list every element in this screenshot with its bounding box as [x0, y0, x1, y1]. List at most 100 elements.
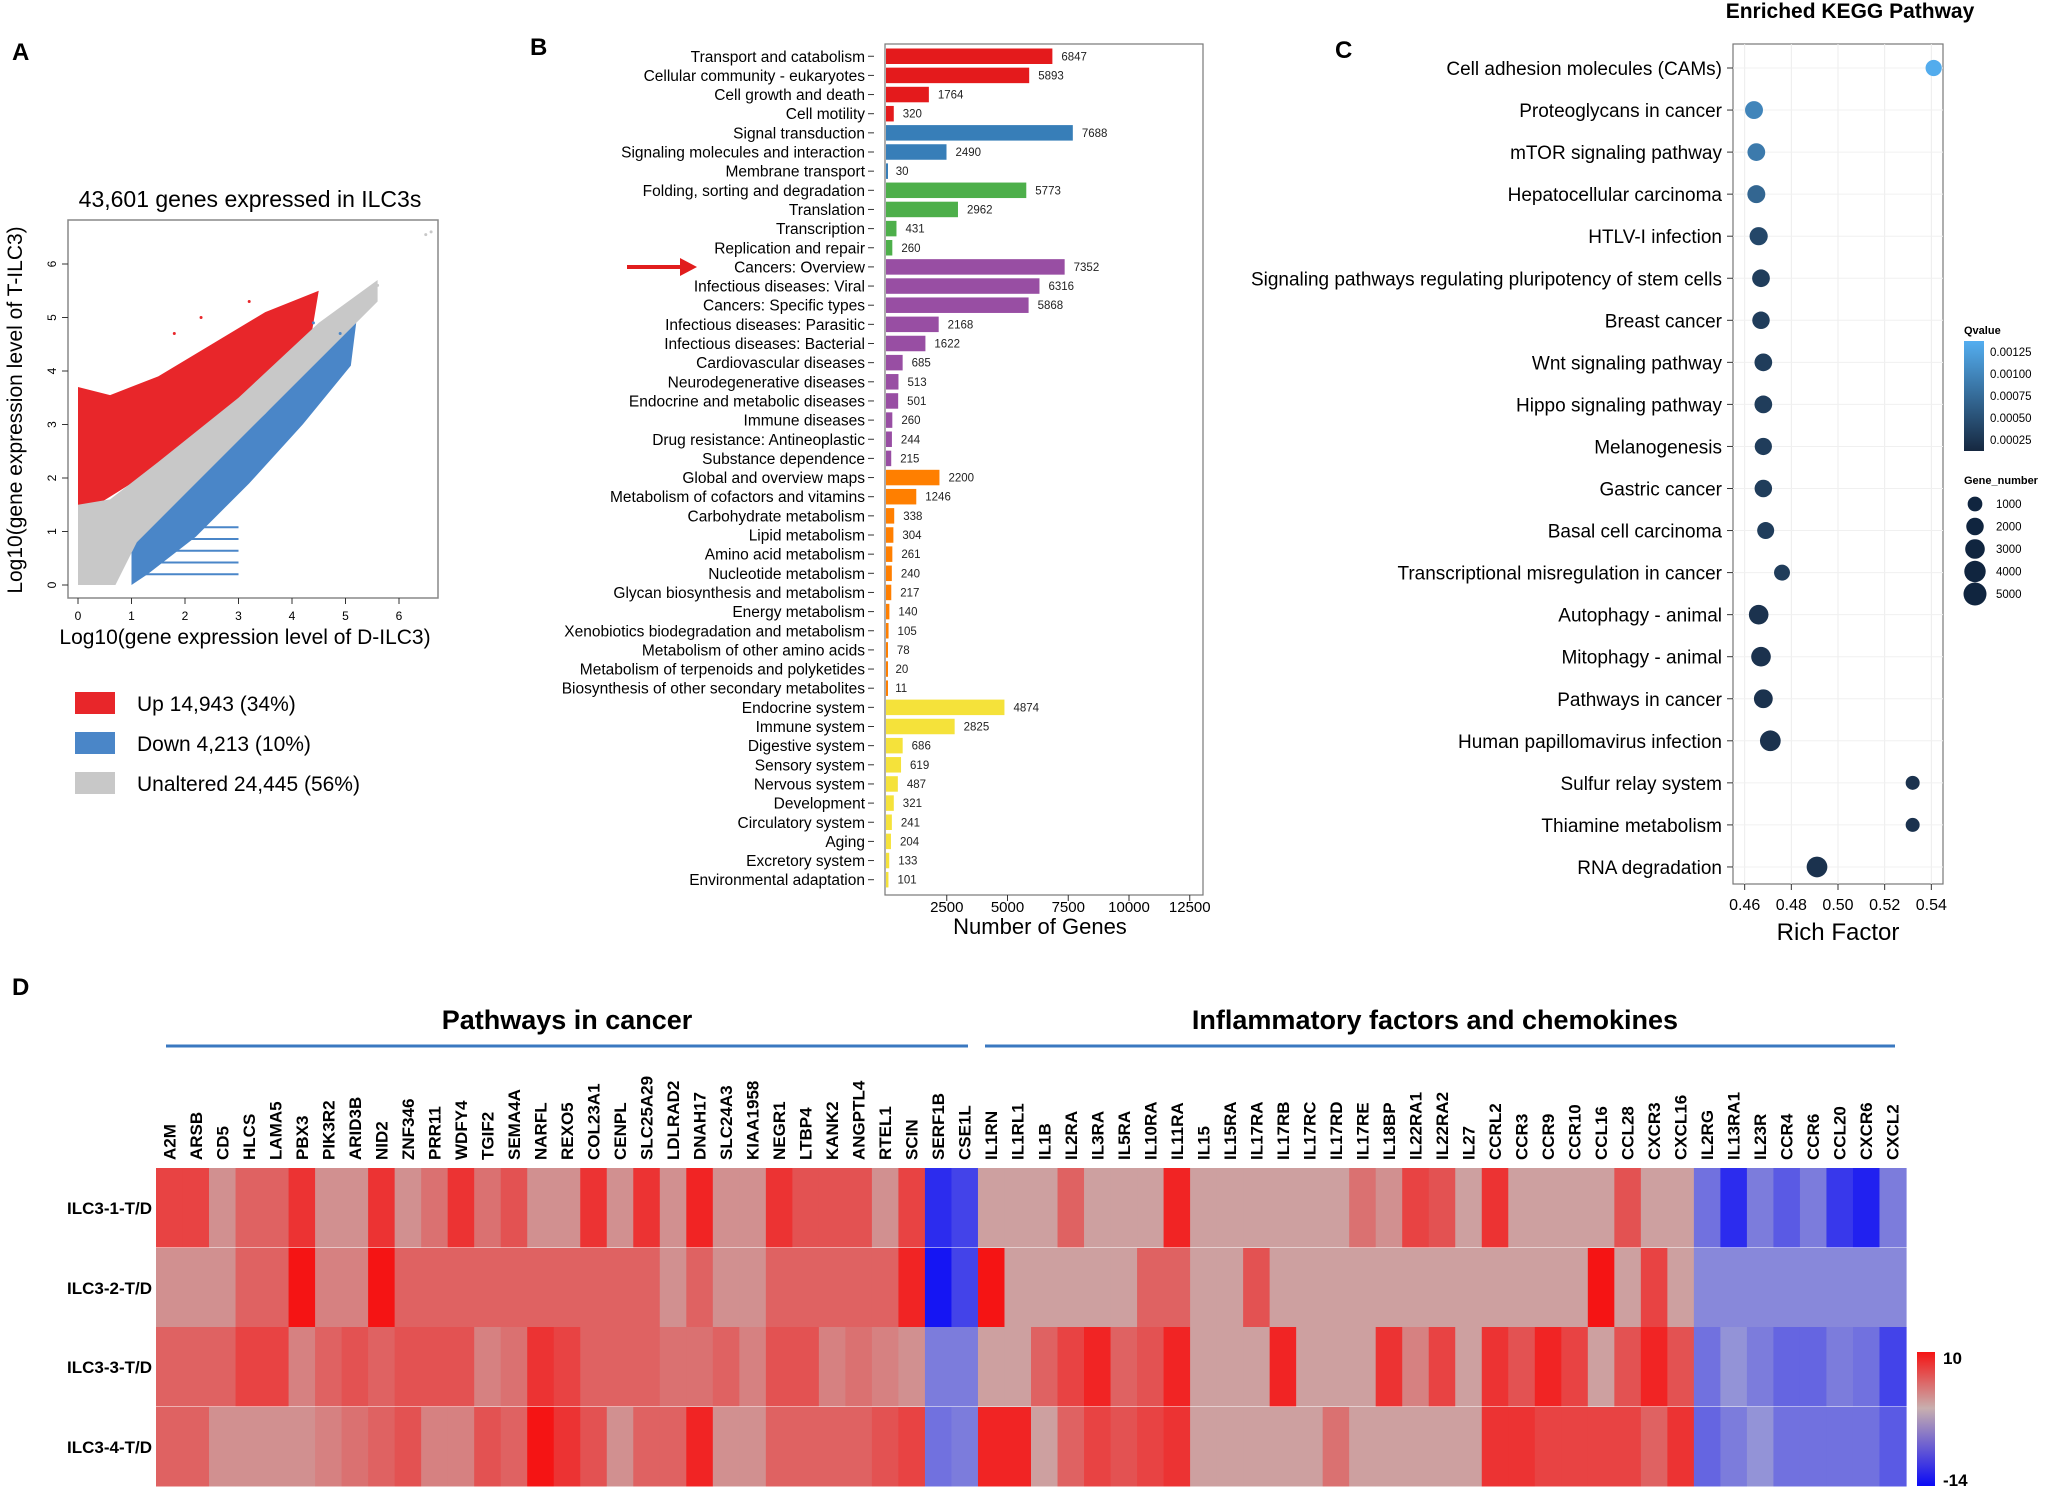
heatmap-cell [368, 1407, 396, 1487]
bar-value-label: 241 [901, 817, 920, 829]
heatmap-column-label: CCL16 [1592, 1106, 1611, 1160]
bar-value-label: 5893 [1038, 70, 1064, 82]
bar-33 [886, 680, 888, 696]
heatmap-cell [1163, 1327, 1191, 1407]
heatmap-cell [1243, 1168, 1271, 1248]
heatmap-cell [871, 1248, 900, 1328]
heatmap-cell [924, 1248, 953, 1328]
heatmap-cell [951, 1327, 979, 1407]
bar-value-label: 244 [901, 434, 921, 446]
heatmap-cell [288, 1168, 316, 1248]
a-x-tick-label: 6 [396, 609, 403, 623]
bar-value-label: 7352 [1074, 262, 1100, 274]
heatmap-cell [315, 1407, 343, 1487]
bar-value-label: 321 [903, 798, 922, 810]
pathway-point [1754, 437, 1772, 456]
pathway-point [1752, 269, 1770, 288]
heatmap-cell [1375, 1327, 1403, 1407]
a-x-tick-label: 2 [182, 609, 189, 623]
heatmap-cell [1614, 1168, 1642, 1248]
bar-category-label: Environmental adaptation [689, 872, 865, 889]
bar-36 [886, 737, 903, 754]
heatmap-column-label: IL1RN [982, 1111, 1001, 1160]
bar-panel-b: Transport and catabolism 6847 Cellular com… [562, 43, 1211, 939]
bar-value-label: 30 [896, 166, 909, 178]
heatmap-cell [1614, 1248, 1642, 1328]
heatmap-cell [500, 1248, 528, 1328]
bar-value-label: 685 [912, 358, 931, 370]
bar-category-label: Metabolism of cofactors and vitamins [610, 489, 865, 506]
b-x-tick-label: 2500 [930, 899, 963, 916]
panel-a-ylabel: Log10(gene expression level of T-ILC3) [4, 226, 27, 593]
bar-13 [886, 297, 1029, 313]
bar-20 [886, 431, 892, 447]
heatmap-column-label: CXCL2 [1884, 1104, 1903, 1160]
heatmap-cell [1879, 1407, 1907, 1487]
pathway-point [1751, 646, 1771, 667]
bar-category-label: Global and overview maps [682, 470, 865, 487]
heatmap-cell [1004, 1168, 1032, 1248]
bar-17 [886, 374, 899, 390]
bar-18 [886, 393, 899, 409]
b-x-tick-label: 5000 [991, 899, 1024, 916]
heatmap-column-label: CCR6 [1804, 1114, 1823, 1160]
panel-a-title: 43,601 genes expressed in ILC3s [79, 186, 422, 212]
heatmap-column-label: NEGR1 [770, 1101, 789, 1160]
heatmap-cell [1826, 1407, 1854, 1487]
heatmap-cell [818, 1327, 846, 1407]
bar-value-label: 6847 [1061, 51, 1087, 63]
bar-category-label: Amino acid metabolism [705, 547, 865, 564]
bar-11 [886, 259, 1065, 275]
pathway-label: Cell adhesion molecules (CAMs) [1446, 59, 1722, 80]
pathway-label: Thiamine metabolism [1541, 816, 1722, 837]
bar-value-label: 686 [912, 741, 931, 753]
heatmap-cell [1852, 1407, 1881, 1487]
panel-c-grid [1733, 44, 1943, 884]
panel-b-xticks: 2500 5000 7500 10000 12500 [930, 895, 1211, 916]
heatmap-cell [447, 1327, 475, 1407]
heatmap-cell [447, 1168, 475, 1248]
heatmap-cell [235, 1168, 263, 1248]
bar-category-label: Digestive system [748, 738, 865, 755]
bar-21 [886, 450, 892, 467]
heatmap-cell [1587, 1248, 1615, 1328]
heatmap-cell [341, 1327, 369, 1407]
heatmap-cell [1375, 1168, 1403, 1248]
down-region [131, 322, 357, 585]
heatmap-cell [1746, 1168, 1775, 1248]
heatmap-cell [1667, 1407, 1695, 1487]
bar-value-label: 6316 [1048, 281, 1074, 293]
bar-category-label: Cancers: Specific types [703, 298, 865, 315]
heatmap-row-label: ILC3-4-T/D [67, 1438, 152, 1457]
heatmap-cell [792, 1168, 820, 1248]
heatmap-cell [1693, 1168, 1721, 1248]
pathway-point [1925, 59, 1942, 77]
heatmap-cell [1216, 1168, 1244, 1248]
heatmap-column-label: PIK3R2 [319, 1100, 338, 1160]
heatmap-cells [156, 1168, 1907, 1487]
bar-value-label: 240 [901, 568, 920, 580]
scatter-point [338, 332, 342, 336]
heatmap-cell [1879, 1248, 1907, 1328]
heatmap-cell [686, 1327, 714, 1407]
heatmap-cell [474, 1248, 502, 1328]
scatter-point [424, 233, 428, 237]
heatmap-column-label: CCR3 [1513, 1114, 1532, 1160]
heatmap-cell [1667, 1248, 1695, 1328]
heatmap-cell [1031, 1327, 1059, 1407]
pathway-point [1905, 775, 1920, 790]
heatmap-cell [1561, 1168, 1589, 1248]
heatmap-column-label: IL27 [1460, 1126, 1479, 1160]
bar-category-label: Xenobiotics biodegradation and metabolis… [564, 623, 865, 640]
bar-value-label: 304 [902, 530, 922, 542]
highlight-arrowhead [680, 258, 697, 276]
heatmap-cell [1534, 1168, 1562, 1248]
scatter-panel-a: 43,601 genes expressed in ILC3s 0 1 2 3 4 5 60… [4, 186, 439, 796]
pathway-point [1774, 564, 1790, 581]
bar-category-label: Substance dependence [702, 451, 865, 468]
heatmap-cell [1137, 1248, 1165, 1328]
heatmap-cell [580, 1407, 608, 1487]
scatter-point [172, 332, 176, 336]
heatmap-cell [1190, 1327, 1218, 1407]
heatmap-cell [1640, 1248, 1668, 1328]
